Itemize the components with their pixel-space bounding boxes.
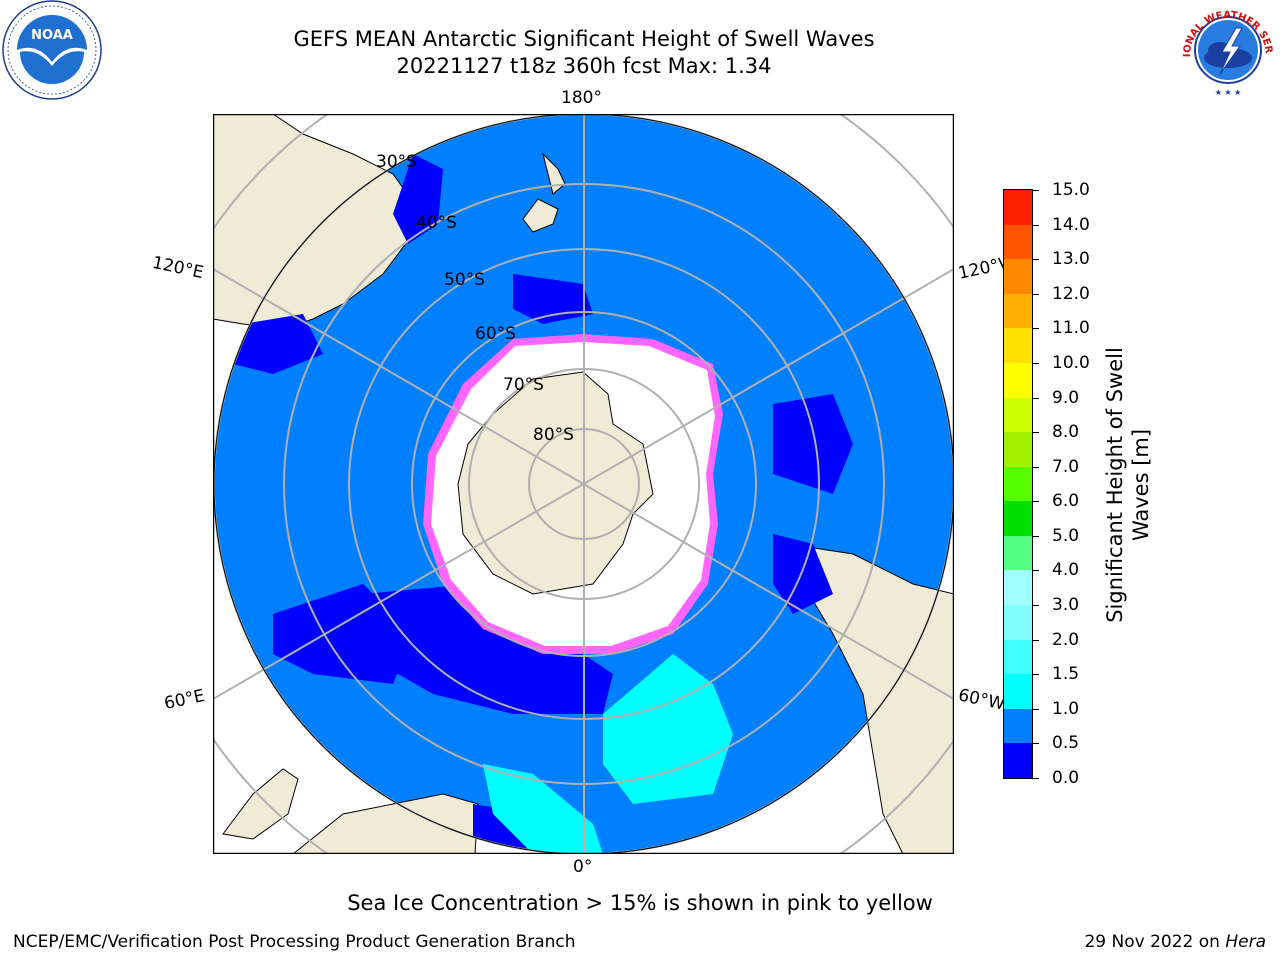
colorbar-segment (1004, 190, 1032, 225)
colorbar-segment (1004, 466, 1032, 502)
colorbar-segment (1004, 535, 1032, 571)
chart-subtitle: 20221127 t18z 360h fcst Max: 1.34 (396, 54, 772, 78)
colorbar-tick-label: 7.0 (1052, 456, 1080, 477)
colorbar-tick-label: 3.0 (1052, 595, 1080, 616)
colorbar-tick-label: 14.0 (1052, 214, 1090, 235)
colorbar-tick-label: 4.0 (1052, 560, 1080, 581)
colorbar-tick-label: 15.0 (1052, 180, 1090, 200)
colorbar-tick-label: 0.0 (1052, 768, 1080, 788)
colorbar-segment (1004, 742, 1032, 778)
antarctica (457, 371, 654, 595)
footer-host: Hera (1225, 932, 1266, 952)
footer-date-text: 29 Nov 2022 on (1084, 932, 1226, 952)
lon-label-0: 0° (573, 857, 593, 877)
colorbar-tick (1033, 708, 1039, 710)
colorbar-tick (1033, 535, 1039, 537)
lon-label-120e: 120°E (150, 252, 206, 284)
colorbar-title: Significant Height of Swell Waves [m] (1102, 347, 1154, 623)
colorbar-tick-label: 1.0 (1052, 698, 1080, 719)
lat-label-30s: 30°S (376, 152, 417, 172)
colorbar-segment (1004, 397, 1032, 433)
colorbar-segment (1004, 327, 1032, 363)
colorbar-tick (1033, 293, 1039, 295)
colorbar-tick-label: 0.5 (1052, 733, 1080, 754)
colorbar-tick-label: 2.0 (1052, 629, 1080, 650)
colorbar-tick (1033, 397, 1039, 399)
colorbar-segment (1004, 362, 1032, 398)
colorbar-segment (1004, 431, 1032, 467)
lat-label-70s: 70°S (503, 375, 544, 395)
colorbar-tick (1033, 605, 1039, 607)
colorbar-tick (1033, 570, 1039, 572)
lat-label-80s: 80°S (533, 425, 574, 445)
sea-ice-caption: Sea Ice Concentration > 15% is shown in … (347, 891, 933, 915)
noaa-logo-text: NOAA (31, 28, 73, 43)
colorbar-tick (1033, 190, 1039, 191)
colorbar-tick-label: 10.0 (1052, 352, 1090, 373)
colorbar-tick (1033, 639, 1039, 641)
colorbar-tick (1033, 743, 1039, 745)
colorbar-segment (1004, 673, 1032, 709)
colorbar-tick (1033, 778, 1039, 779)
lat-label-40s: 40°S (416, 213, 457, 233)
chart-title: GEFS MEAN Antarctic Significant Height o… (293, 27, 875, 51)
colorbar-tick-label: 9.0 (1052, 387, 1080, 408)
colorbar-tick (1033, 224, 1039, 226)
lat-label-60s: 60°S (475, 324, 516, 344)
colorbar-tick (1033, 501, 1039, 503)
colorbar-tick-label: 11.0 (1052, 318, 1090, 339)
colorbar-segment (1004, 293, 1032, 329)
colorbar-title-line2: Waves [m] (1129, 428, 1153, 542)
lon-label-60e: 60°E (162, 685, 207, 715)
map-frame (213, 114, 954, 854)
colorbar-segment (1004, 258, 1032, 294)
colorbar-tick (1033, 674, 1039, 676)
svg-text:★ ★ ★: ★ ★ ★ (1215, 88, 1242, 97)
colorbar (1003, 189, 1033, 779)
lon-label-60w: 60°W (956, 685, 1007, 715)
colorbar-tick-label: 1.5 (1052, 664, 1080, 685)
colorbar-segment (1004, 569, 1032, 606)
moderate-swell-patches (483, 654, 733, 854)
nws-logo-icon: NATIONAL WEATHER SERVICE ★ ★ ★ (1178, 0, 1276, 98)
colorbar-tick-label: 5.0 (1052, 525, 1080, 546)
polar-map (213, 114, 954, 854)
colorbar-tick (1033, 328, 1039, 330)
colorbar-tick-label: 6.0 (1052, 491, 1080, 512)
footer-credit: NCEP/EMC/Verification Post Processing Pr… (13, 932, 576, 952)
colorbar-tick-label: 12.0 (1052, 283, 1090, 304)
colorbar-segment (1004, 224, 1032, 260)
noaa-logo-icon: NOAA (2, 0, 102, 100)
colorbar-tick (1033, 362, 1039, 364)
colorbar-segment (1004, 500, 1032, 536)
colorbar-tick (1033, 259, 1039, 261)
lat-label-50s: 50°S (444, 270, 485, 290)
colorbar-tick-label: 8.0 (1052, 422, 1080, 443)
colorbar-tick (1033, 466, 1039, 468)
lon-label-180: 180° (561, 88, 602, 108)
colorbar-title-line1: Significant Height of Swell (1103, 347, 1127, 623)
footer-date: 29 Nov 2022 on Hera (1084, 932, 1266, 952)
colorbar-segment (1004, 639, 1032, 675)
colorbar-tick-label: 13.0 (1052, 249, 1090, 270)
colorbar-segment (1004, 708, 1032, 744)
colorbar-tick (1033, 432, 1039, 434)
colorbar-segment (1004, 604, 1032, 640)
